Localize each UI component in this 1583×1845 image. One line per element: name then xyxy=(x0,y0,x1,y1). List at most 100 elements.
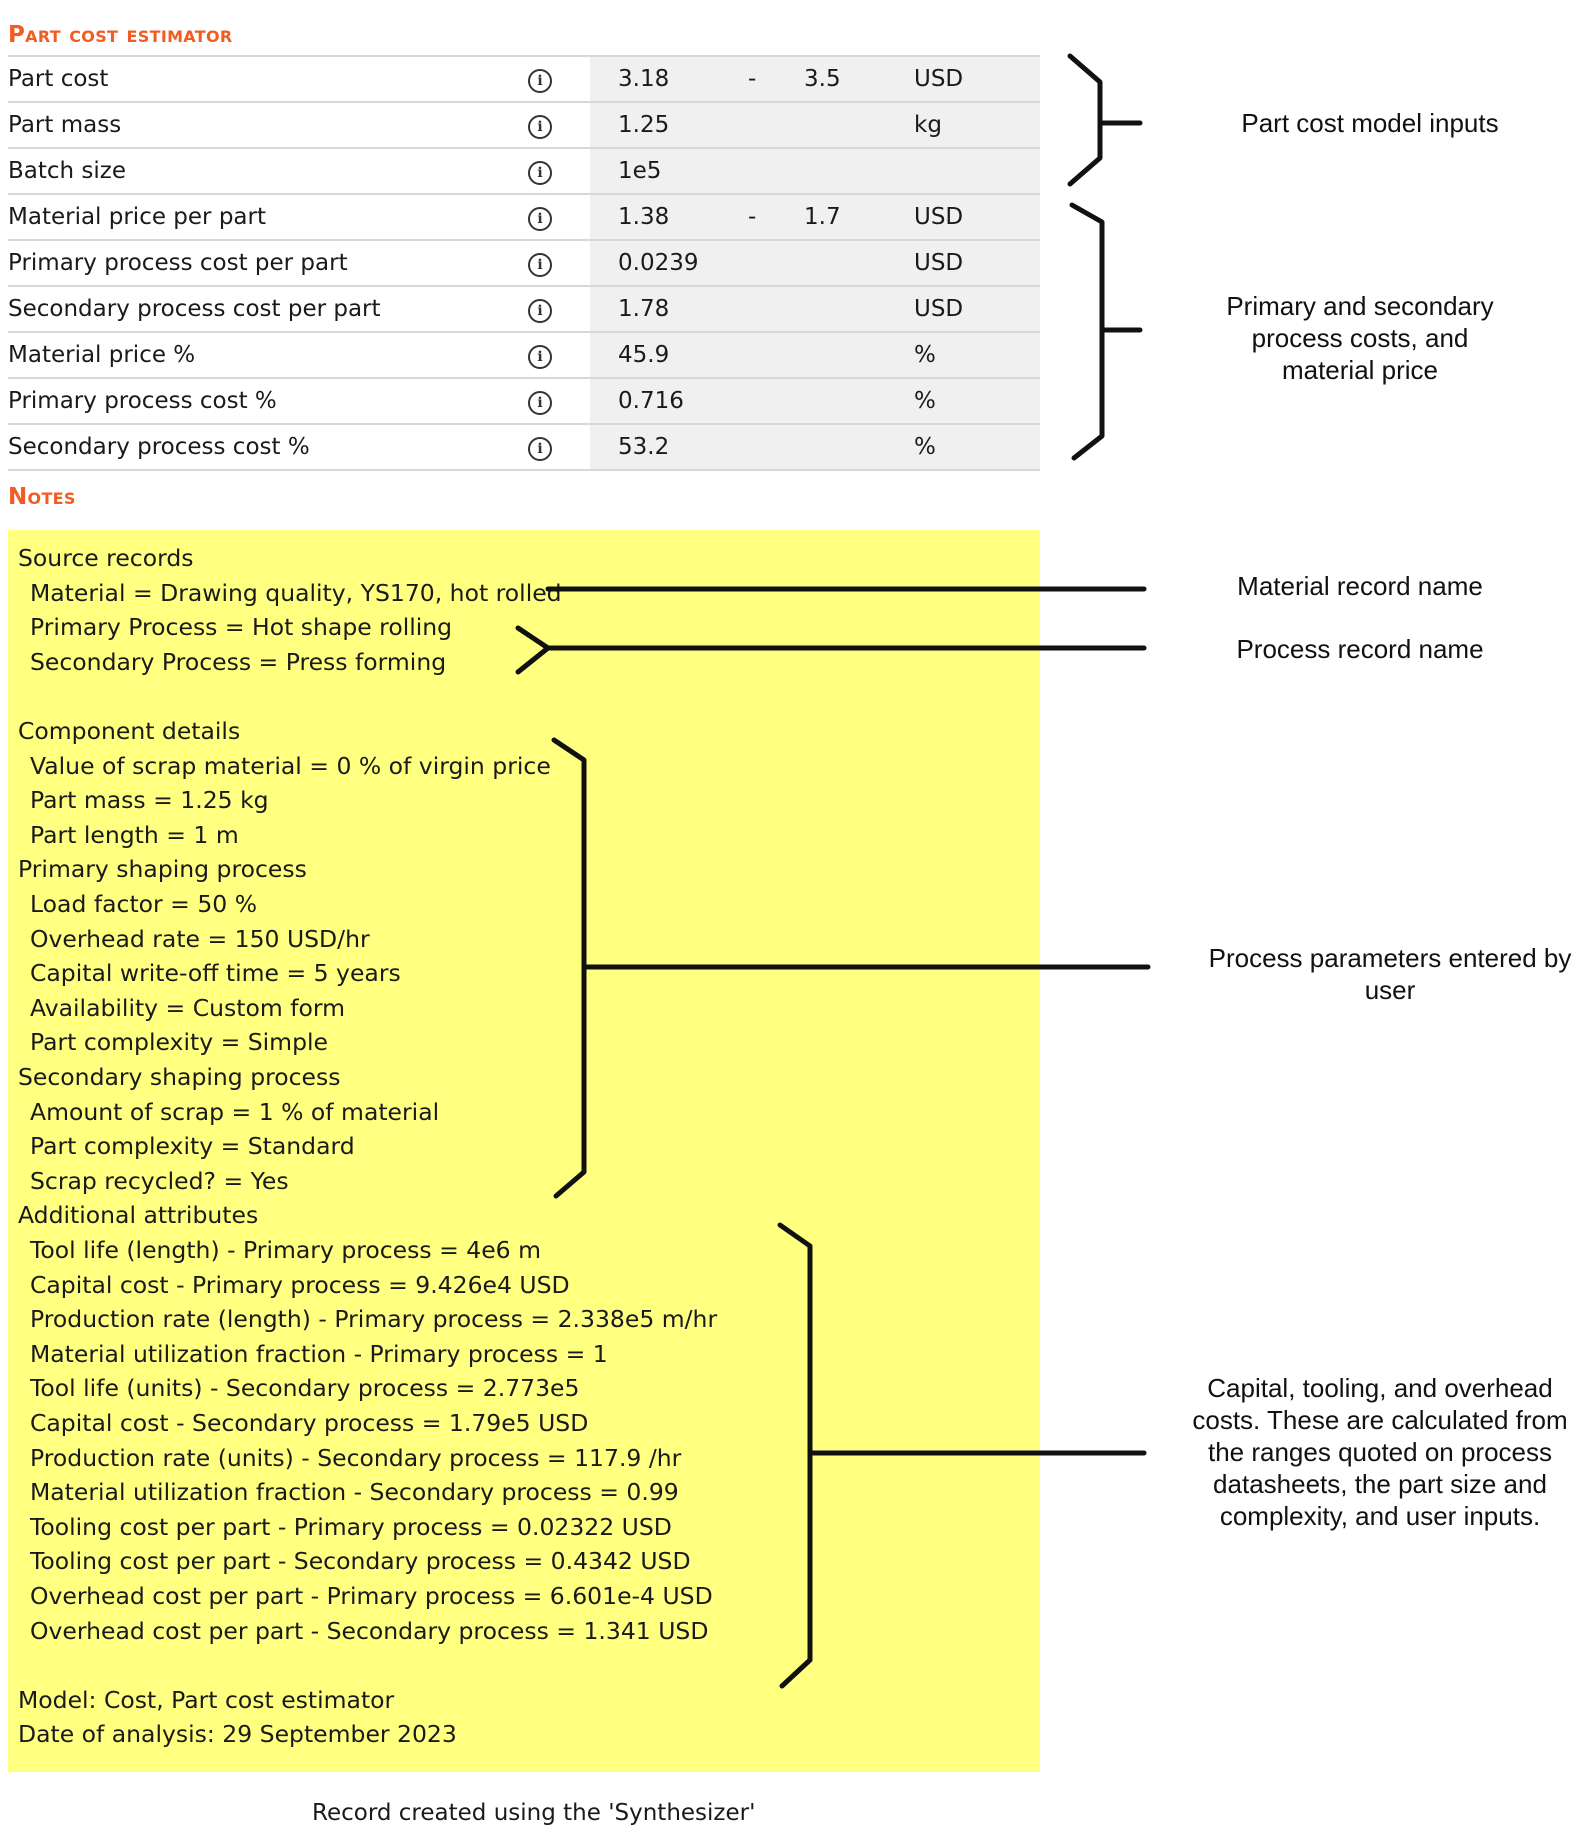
property-value-high: 3.5 xyxy=(786,55,914,103)
note-detail-line: Material utilization fraction - Secondar… xyxy=(30,1478,679,1507)
property-value-high xyxy=(786,378,914,425)
property-name: Secondary process cost per part xyxy=(8,286,528,333)
property-row: Material price % i 45.9% xyxy=(8,332,1040,379)
estimator-title: Part cost estimator xyxy=(8,22,233,48)
info-circle-icon[interactable]: i xyxy=(528,161,552,185)
note-heading-line: Primary shaping process xyxy=(18,855,307,884)
range-separator xyxy=(748,378,786,425)
note-heading-line: Component details xyxy=(18,717,241,745)
property-unit: % xyxy=(914,332,1040,379)
property-value-high xyxy=(786,424,914,471)
info-circle-icon[interactable]: i xyxy=(528,391,552,415)
note-detail-line: Overhead cost per part - Primary process… xyxy=(30,1582,713,1610)
property-unit: USD xyxy=(914,55,1040,103)
range-separator: - xyxy=(748,55,786,103)
note-detail-line: Part complexity = Standard xyxy=(30,1132,355,1161)
bracket-process-costs xyxy=(1069,202,1105,461)
note-detail-line: Tool life (length) - Primary process = 4… xyxy=(30,1236,541,1264)
chevron-process-record xyxy=(515,625,551,675)
note-detail-line: Part complexity = Simple xyxy=(30,1028,328,1057)
note-heading-line: Source records xyxy=(18,544,194,572)
note-detail-line: Tooling cost per part - Secondary proces… xyxy=(30,1547,691,1576)
bracket-process-params xyxy=(551,737,587,1199)
property-value-high xyxy=(786,240,914,287)
property-unit: % xyxy=(914,378,1040,425)
property-value-low: 1.25 xyxy=(590,102,748,149)
property-name: Batch size xyxy=(8,148,528,195)
range-separator: - xyxy=(748,194,786,241)
property-unit: USD xyxy=(914,194,1040,241)
note-detail-line: Capital cost - Primary process = 9.426e4… xyxy=(30,1270,570,1299)
property-value-low: 45.9 xyxy=(590,332,748,379)
annotation-process-record: Process record name xyxy=(1236,634,1484,664)
notes-panel: Source records Material = Drawing quality… xyxy=(8,530,1040,1772)
note-detail-line: Part length = 1 m xyxy=(30,820,239,849)
property-row: Part mass i 1.25 kg xyxy=(8,102,1040,149)
note-detail-line: Load factor = 50 % xyxy=(30,890,258,918)
note-detail-line: Amount of scrap = 1 % of material xyxy=(30,1097,440,1126)
estimator-table: Part cost i 3.18-3.5 USD Part mass i 1.25 kg Bat… xyxy=(8,55,1040,471)
note-detail-line: Capital write-off time = 5 years xyxy=(30,959,401,988)
note-detail-line: Part mass = 1.25 kg xyxy=(30,786,269,815)
property-row: Primary process cost per part i 0.0239 USD xyxy=(8,240,1040,287)
info-cell: i xyxy=(528,286,586,333)
info-cell: i xyxy=(528,424,586,471)
annotation-process-costs: Primary and secondary process costs, and… xyxy=(1226,291,1494,385)
property-name: Part cost xyxy=(8,55,528,103)
column-gap xyxy=(586,332,590,379)
info-circle-icon[interactable]: i xyxy=(528,253,552,277)
info-circle-icon[interactable]: i xyxy=(528,345,552,369)
property-value-low: 0.0239 xyxy=(590,240,748,287)
property-value-high xyxy=(786,102,914,149)
info-circle-icon[interactable]: i xyxy=(528,115,552,139)
info-cell: i xyxy=(528,148,586,195)
range-separator xyxy=(748,102,786,149)
note-heading-line: Additional attributes xyxy=(18,1201,259,1230)
note-detail-line: Availability = Custom form xyxy=(30,993,346,1022)
annotation-inputs: Part cost model inputs xyxy=(1241,108,1499,138)
note-detail-line: Overhead cost per part - Secondary proce… xyxy=(30,1616,709,1645)
property-value-high: 1.7 xyxy=(786,194,914,241)
note-heading-line: Model: Cost, Part cost estimator xyxy=(18,1685,395,1714)
property-value-low: 1.78 xyxy=(590,286,748,333)
property-unit: kg xyxy=(914,102,1040,149)
note-detail-line: Scrap recycled? = Yes xyxy=(30,1166,289,1195)
property-unit: % xyxy=(914,424,1040,471)
property-value-high xyxy=(786,286,914,333)
info-cell: i xyxy=(528,378,586,425)
note-detail-line: Overhead rate = 150 USD/hr xyxy=(30,924,370,953)
property-row: Batch size i 1e5 xyxy=(8,148,1040,195)
column-gap xyxy=(586,102,590,149)
note-detail-line: Capital cost - Secondary process = 1.79e… xyxy=(30,1409,589,1437)
column-gap xyxy=(586,148,590,195)
info-cell: i xyxy=(528,102,586,149)
info-circle-icon[interactable]: i xyxy=(528,69,552,93)
footer-note: Record created using the 'Synthesizer' xyxy=(312,1800,756,1826)
range-separator xyxy=(748,148,786,195)
info-circle-icon[interactable]: i xyxy=(528,207,552,231)
property-row: Primary process cost % i 0.716% xyxy=(8,378,1040,425)
property-name: Material price per part xyxy=(8,194,528,241)
property-row: Material price per part i 1.38-1.7 USD xyxy=(8,194,1040,241)
note-detail-line: Material utilization fraction - Primary … xyxy=(30,1339,608,1368)
property-row: Secondary process cost per part i 1.78 USD xyxy=(8,286,1040,333)
info-circle-icon[interactable]: i xyxy=(528,299,552,323)
property-value-low: 1.38 xyxy=(590,194,748,241)
annotation-capital-costs: Capital, tooling, and overhead costs. Th… xyxy=(1192,1373,1568,1531)
note-detail-line: Primary Process = Hot shape rolling xyxy=(30,613,453,642)
property-unit: USD xyxy=(914,286,1040,333)
note-detail-line: Material = Drawing quality, YS170, hot r… xyxy=(30,578,562,607)
property-row: Part cost i 3.18-3.5 USD xyxy=(8,55,1040,103)
property-value-high xyxy=(786,148,914,195)
annotation-process-params: Process parameters entered by user xyxy=(1208,943,1572,1005)
property-unit: USD xyxy=(914,240,1040,287)
note-detail-line: Value of scrap material = 0 % of virgin … xyxy=(30,751,551,780)
bracket-capital-costs xyxy=(777,1222,813,1689)
property-name: Primary process cost per part xyxy=(8,240,528,287)
note-detail-line: Secondary Process = Press forming xyxy=(30,647,447,676)
property-value-low: 0.716 xyxy=(590,378,748,425)
property-unit xyxy=(914,148,1040,195)
column-gap xyxy=(586,286,590,333)
property-value-low: 1e5 xyxy=(590,148,748,195)
info-circle-icon[interactable]: i xyxy=(528,437,552,461)
